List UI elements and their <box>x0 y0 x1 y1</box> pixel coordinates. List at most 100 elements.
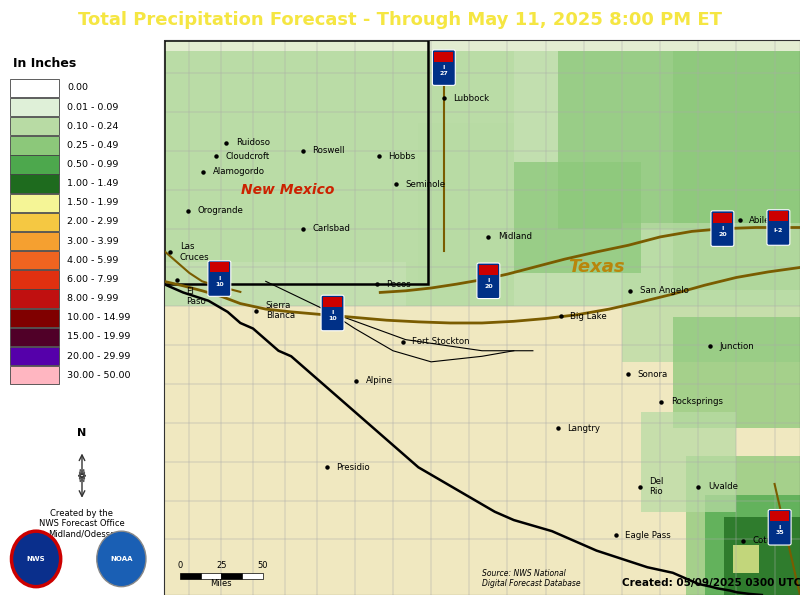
Bar <box>10 174 59 193</box>
Text: 15.00 - 19.99: 15.00 - 19.99 <box>67 333 130 342</box>
Bar <box>164 51 406 262</box>
Text: Abilene: Abilene <box>749 216 782 225</box>
Text: Del
Rio: Del Rio <box>650 477 664 496</box>
Text: 30.00 - 50.00: 30.00 - 50.00 <box>67 371 130 380</box>
Bar <box>641 412 736 512</box>
Text: 0.10 - 0.24: 0.10 - 0.24 <box>67 122 118 131</box>
Bar <box>10 347 59 365</box>
Text: Junction: Junction <box>719 342 754 351</box>
Text: I
27: I 27 <box>439 65 448 76</box>
Text: Midland: Midland <box>498 233 532 242</box>
Text: Seminole: Seminole <box>406 180 446 189</box>
Ellipse shape <box>97 531 146 587</box>
Bar <box>10 98 59 116</box>
Bar <box>10 270 59 289</box>
Text: 6.00 - 7.99: 6.00 - 7.99 <box>67 275 118 284</box>
FancyBboxPatch shape <box>432 50 455 86</box>
Text: Cotulla: Cotulla <box>752 536 782 545</box>
Bar <box>10 309 59 327</box>
Text: Sonora: Sonora <box>638 369 668 378</box>
Text: I
20: I 20 <box>718 226 726 237</box>
Text: San Angelo: San Angelo <box>640 286 689 295</box>
Text: 50: 50 <box>258 561 268 570</box>
Bar <box>242 573 262 580</box>
Text: I
35: I 35 <box>775 525 784 536</box>
Text: Total Precipitation Forecast - Through May 11, 2025 8:00 PM ET: Total Precipitation Forecast - Through M… <box>78 11 722 29</box>
Bar <box>10 328 59 346</box>
Text: I
10: I 10 <box>215 276 224 287</box>
Text: Source: NWS National
Digital Forecast Database: Source: NWS National Digital Forecast Da… <box>482 569 581 588</box>
Text: Alpine: Alpine <box>366 376 393 385</box>
Bar <box>406 51 800 306</box>
Text: Big Lake: Big Lake <box>570 312 607 321</box>
FancyBboxPatch shape <box>767 209 790 245</box>
Text: Lubbock: Lubbock <box>454 93 490 103</box>
Bar <box>201 573 222 580</box>
Ellipse shape <box>11 531 61 587</box>
Bar <box>724 517 800 595</box>
Bar <box>164 40 800 306</box>
Bar <box>10 136 59 155</box>
Text: Langtry: Langtry <box>567 424 600 433</box>
Text: NWS: NWS <box>26 556 46 562</box>
Text: 0: 0 <box>178 561 182 570</box>
Text: 8.00 - 9.99: 8.00 - 9.99 <box>67 294 118 303</box>
Text: Orogrande: Orogrande <box>198 206 243 215</box>
Bar <box>673 51 800 290</box>
Text: 25: 25 <box>216 561 226 570</box>
Text: Presidio: Presidio <box>336 463 370 472</box>
Text: Hobbs: Hobbs <box>389 152 416 161</box>
Text: I
20: I 20 <box>484 278 493 289</box>
FancyBboxPatch shape <box>477 263 500 299</box>
Text: 3.00 - 3.99: 3.00 - 3.99 <box>67 237 119 246</box>
Bar <box>434 52 454 61</box>
Bar <box>222 573 242 580</box>
Bar <box>10 155 59 174</box>
Bar <box>180 573 201 580</box>
FancyBboxPatch shape <box>768 509 791 545</box>
Bar <box>210 262 229 273</box>
Text: 2.00 - 2.99: 2.00 - 2.99 <box>67 217 118 227</box>
Bar <box>10 193 59 212</box>
Text: 0.00: 0.00 <box>67 83 88 92</box>
Bar <box>323 297 342 307</box>
Bar <box>10 232 59 250</box>
Bar <box>673 318 800 428</box>
Text: Fort Stockton: Fort Stockton <box>412 337 470 346</box>
Bar <box>10 117 59 135</box>
Bar <box>734 545 758 573</box>
Text: NOAA: NOAA <box>110 556 133 562</box>
Text: 1.00 - 1.49: 1.00 - 1.49 <box>67 179 118 188</box>
Text: Created by the
NWS Forecast Office
Midland/Odessa: Created by the NWS Forecast Office Midla… <box>39 509 125 538</box>
Bar <box>10 366 59 384</box>
Bar <box>10 79 59 97</box>
Text: 10.00 - 14.99: 10.00 - 14.99 <box>67 313 130 322</box>
Text: 1.50 - 1.99: 1.50 - 1.99 <box>67 198 118 207</box>
Bar <box>418 123 514 290</box>
Bar <box>713 212 732 223</box>
Text: 0.01 - 0.09: 0.01 - 0.09 <box>67 102 118 111</box>
Text: 4.00 - 5.99: 4.00 - 5.99 <box>67 256 118 265</box>
Text: Eagle Pass: Eagle Pass <box>625 531 671 540</box>
Text: Ruidoso: Ruidoso <box>236 138 270 147</box>
Text: Las
Cruces: Las Cruces <box>180 242 210 262</box>
Text: Pecos: Pecos <box>386 280 411 289</box>
Text: 20.00 - 29.99: 20.00 - 29.99 <box>67 352 130 361</box>
Bar <box>10 251 59 270</box>
Text: Sierra
Blanca: Sierra Blanca <box>266 301 295 321</box>
Text: Texas: Texas <box>568 258 625 277</box>
Bar <box>770 511 789 521</box>
Bar <box>164 40 428 284</box>
Text: N: N <box>78 428 86 438</box>
Text: Roswell: Roswell <box>312 146 345 155</box>
Text: Carlsbad: Carlsbad <box>312 224 350 233</box>
Bar <box>705 495 800 595</box>
Bar <box>686 456 800 595</box>
Text: Uvalde: Uvalde <box>708 483 738 491</box>
FancyBboxPatch shape <box>711 211 734 246</box>
Text: Miles: Miles <box>210 580 232 588</box>
Text: 0.25 - 0.49: 0.25 - 0.49 <box>67 141 118 150</box>
Bar <box>10 213 59 231</box>
Bar <box>558 51 800 228</box>
Bar <box>479 265 498 275</box>
